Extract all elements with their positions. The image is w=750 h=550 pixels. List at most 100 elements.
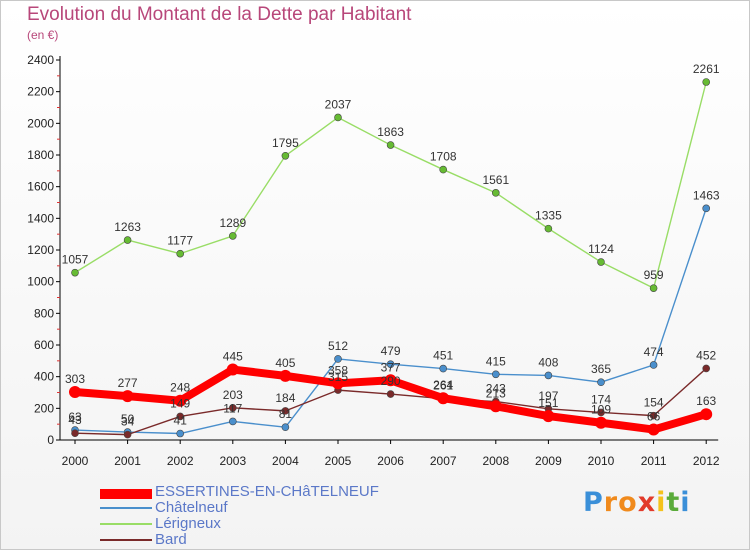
legend-label-chatelneuf: Châtelneuf xyxy=(155,499,228,516)
series-point-2 xyxy=(649,284,658,292)
y-tick-label: 1600 xyxy=(27,180,54,194)
series-point-2 xyxy=(491,189,500,197)
series-point-0 xyxy=(279,369,292,382)
series-point-1 xyxy=(544,371,553,380)
logo-letter: P xyxy=(583,487,604,518)
x-tick-label: 2002 xyxy=(167,454,194,468)
y-tick-label: 1000 xyxy=(27,275,54,289)
series-point-1 xyxy=(176,429,184,438)
series-point-0 xyxy=(174,394,187,407)
x-tick-label: 2007 xyxy=(430,454,457,468)
data-label-0: 109 xyxy=(591,403,611,417)
data-label-2: 1795 xyxy=(272,136,299,150)
data-label-2: 1561 xyxy=(482,173,509,187)
data-label-1: 41 xyxy=(174,414,188,428)
logo-letter: r xyxy=(603,487,619,518)
series-point-0 xyxy=(121,390,134,403)
x-tick-label: 2010 xyxy=(588,454,615,468)
data-label-3: 315 xyxy=(328,370,348,384)
legend-swatch-bard xyxy=(100,539,152,541)
data-label-1: 117 xyxy=(223,401,242,415)
x-tick-label: 2009 xyxy=(535,454,562,468)
x-tick-label: 2006 xyxy=(377,454,404,468)
legend-swatch-lerigneux xyxy=(100,523,152,525)
logo-letter: x xyxy=(637,487,657,518)
series-point-1 xyxy=(386,360,395,368)
data-label-2: 959 xyxy=(644,268,664,282)
legend-label-lerigneux: Lérigneux xyxy=(155,515,221,532)
data-label-1: 365 xyxy=(591,362,611,376)
series-point-0 xyxy=(700,408,713,421)
logo-letter: i xyxy=(680,487,691,518)
series-point-1 xyxy=(334,355,342,363)
data-label-1: 512 xyxy=(328,339,348,353)
series-point-2 xyxy=(544,224,553,233)
legend-label-bard: Bard xyxy=(155,531,187,548)
data-label-3: 174 xyxy=(591,392,611,406)
data-label-1: 408 xyxy=(538,355,558,369)
chart-title: Evolution du Montant de la Dette par Hab… xyxy=(27,4,412,25)
unit-label: (en €) xyxy=(27,28,59,42)
series-point-2 xyxy=(702,78,711,86)
data-label-3: 154 xyxy=(644,396,664,410)
data-label-2: 1708 xyxy=(430,150,457,164)
y-tick-label: 1200 xyxy=(27,243,54,257)
logo-letter: i xyxy=(656,487,667,518)
series-point-0 xyxy=(489,400,502,413)
series-point-2 xyxy=(334,113,342,122)
x-tick-label: 2000 xyxy=(62,454,89,468)
data-label-2: 1263 xyxy=(114,220,141,234)
data-label-0: 405 xyxy=(275,356,295,370)
x-tick-label: 2011 xyxy=(641,454,667,468)
data-label-1: 1463 xyxy=(693,188,720,202)
series-point-0 xyxy=(69,386,81,399)
series-point-2 xyxy=(439,165,448,174)
series-point-1 xyxy=(649,361,658,369)
data-label-3: 261 xyxy=(433,379,453,393)
series-point-1 xyxy=(597,378,605,387)
data-label-2: 1863 xyxy=(377,125,404,139)
legend-swatch-chatelneuf xyxy=(100,507,152,509)
series-point-3 xyxy=(229,404,237,412)
y-tick-label: 600 xyxy=(34,338,54,352)
series-point-0 xyxy=(595,416,607,429)
y-tick-label: 1800 xyxy=(27,148,54,162)
y-tick-label: 0 xyxy=(47,433,54,447)
y-tick-label: 2200 xyxy=(27,85,54,99)
data-label-1: 451 xyxy=(433,349,453,363)
data-label-0: 66 xyxy=(647,410,661,424)
data-label-3: 290 xyxy=(381,374,401,388)
series-point-2 xyxy=(281,151,290,160)
series-point-1 xyxy=(491,370,500,379)
series-point-1 xyxy=(439,364,448,373)
data-label-1: 81 xyxy=(279,407,293,421)
series-point-2 xyxy=(229,232,237,240)
data-label-2: 2037 xyxy=(325,97,352,111)
data-label-3: 43 xyxy=(68,413,82,427)
data-label-3: 203 xyxy=(223,388,243,402)
y-tick-label: 400 xyxy=(34,370,54,384)
series-point-1 xyxy=(281,423,290,431)
data-label-0: 303 xyxy=(65,372,85,386)
series-point-2 xyxy=(176,249,184,258)
series-point-3 xyxy=(649,411,658,420)
data-label-0: 264 xyxy=(433,378,453,392)
data-label-3: 34 xyxy=(121,415,135,429)
y-tick-label: 800 xyxy=(34,306,54,320)
data-label-0: 377 xyxy=(381,360,401,374)
series-point-3 xyxy=(386,390,395,398)
series-line-2 xyxy=(74,81,707,289)
data-label-3: 184 xyxy=(275,391,295,405)
series-point-0 xyxy=(332,377,344,390)
y-tick-label: 1400 xyxy=(27,211,54,225)
x-tick-label: 2003 xyxy=(219,454,246,468)
data-label-1: 479 xyxy=(381,344,401,358)
data-label-0: 213 xyxy=(486,386,506,400)
series-point-2 xyxy=(123,236,132,244)
data-label-1: 50 xyxy=(121,412,135,426)
data-label-2: 1177 xyxy=(167,234,193,248)
series-point-0 xyxy=(384,374,397,387)
series-point-2 xyxy=(386,141,395,149)
y-tick-label: 2400 xyxy=(27,53,54,67)
series-point-2 xyxy=(597,258,605,266)
